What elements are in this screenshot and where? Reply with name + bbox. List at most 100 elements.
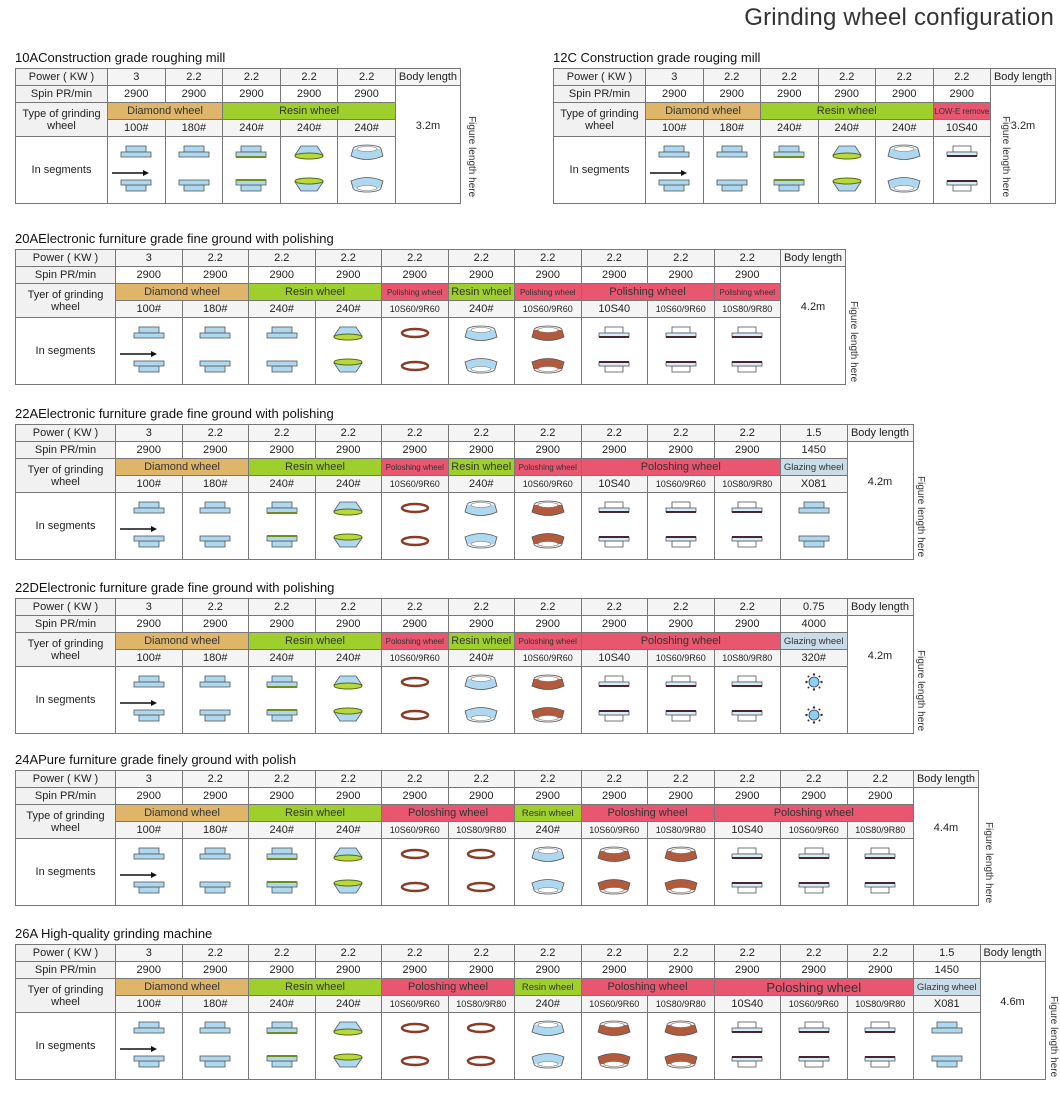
power-value: 2.2 — [248, 598, 316, 616]
polish-flat-wheel-icon — [729, 845, 765, 866]
polish-flat-wheel-icon — [729, 357, 765, 378]
cone-wheel-icon — [330, 357, 366, 378]
segment-cell — [314, 317, 382, 385]
segment-cell — [314, 492, 382, 560]
spin-value: 2900 — [713, 961, 781, 979]
segments-label: In segments — [15, 838, 116, 906]
power-value: 2.2 — [580, 770, 648, 788]
body-length-header: Body length — [780, 249, 846, 267]
polish-flat-wheel-icon — [663, 357, 699, 378]
section-title: 22DElectronic furniture grade fine groun… — [15, 580, 335, 595]
grit-value: 240# — [337, 119, 396, 137]
grit-value: 100# — [115, 821, 183, 839]
brown-cup-wheel-icon — [596, 845, 632, 866]
segment-cell — [713, 666, 781, 734]
cup-wheel-icon — [349, 176, 385, 197]
power-value: 2.2 — [713, 598, 781, 616]
wheel-group-resin: Resin wheel — [248, 283, 382, 301]
grit-row: 100# 180# 240# 240# 10S60/9R60 10S80/9R80 240#… — [16, 821, 979, 839]
wheel-type-label: Type of grinding wheel — [15, 102, 108, 137]
segment-cell — [248, 838, 316, 906]
power-value: 3 — [645, 68, 704, 86]
polish-flat-wheel-icon — [862, 845, 898, 866]
wheel-type-row: Type of grinding wheel Diamond wheel Resin… — [15, 102, 461, 137]
flat-wheel-icon — [929, 1052, 965, 1073]
spin-value: 2900 — [846, 961, 914, 979]
power-value: 3 — [115, 944, 183, 962]
arrow-right-icon — [118, 1043, 158, 1055]
polish-flat-wheel-icon — [663, 673, 699, 694]
polish-flat-wheel-icon — [862, 1019, 898, 1040]
brown-cup-wheel-icon — [663, 845, 699, 866]
power-value: 2.2 — [713, 770, 781, 788]
wheel-group-polishing: Poloshing wheel — [580, 458, 781, 476]
segment-cell — [932, 136, 991, 204]
section-title: 26A High-quality grinding machine — [15, 926, 213, 941]
polish-flat-wheel-icon — [944, 176, 980, 197]
spin-value: 2900 — [713, 441, 781, 459]
segment-cell — [248, 317, 316, 385]
power-value: 2.2 — [381, 770, 449, 788]
polish-flat-wheel-icon — [596, 499, 632, 520]
segment-cell — [115, 1012, 183, 1080]
grit-value: 10S80/9R80 — [846, 995, 914, 1013]
cone-wheel-icon — [829, 143, 865, 164]
power-value: 2.2 — [817, 68, 876, 86]
cup-wheel-icon — [463, 532, 499, 553]
segment-cell — [647, 1012, 715, 1080]
grit-value: 240# — [514, 821, 582, 839]
segments-row: In segments — [15, 666, 914, 734]
wheel-group-polishing: Poloshing wheel — [514, 458, 582, 476]
wheel-group-glazing: Glazing wheel — [780, 632, 848, 650]
segment-cell — [780, 838, 848, 906]
grit-value: 10S40 — [932, 119, 991, 137]
spin-label: Spin PR/min — [15, 615, 116, 633]
cup-wheel-icon — [463, 357, 499, 378]
cone-wheel-icon — [330, 673, 366, 694]
polish-flat-wheel-icon — [862, 1052, 898, 1073]
flat-wheel-icon — [197, 324, 233, 345]
polish-flat-wheel-icon — [596, 706, 632, 727]
spin-label: Spin PR/min — [553, 85, 646, 103]
wheel-group-polishing: Poloshing wheel — [514, 632, 582, 650]
flat-wheel-icon — [197, 499, 233, 520]
spin-value: 2900 — [447, 266, 515, 284]
spin-value: 2900 — [181, 615, 249, 633]
spin-value: 2900 — [514, 961, 582, 979]
page-title: Grinding wheel configuration — [744, 4, 1054, 31]
flat-wheel-icon — [176, 143, 212, 164]
wheel-type-row: Tyer of grinding wheel Diamond wheel Resin… — [15, 632, 914, 667]
wheel-type-label: Tyer of grinding wheel — [15, 978, 116, 1013]
flat-wheel-icon — [131, 324, 167, 345]
flat-wheel-icon — [118, 143, 154, 164]
segment-cell — [647, 838, 715, 906]
spin-value: 2900 — [447, 961, 515, 979]
cone-wheel-icon — [330, 532, 366, 553]
cup-wheel-icon — [530, 845, 566, 866]
brown-cup-wheel-icon — [530, 706, 566, 727]
flat-wheel-icon — [264, 324, 300, 345]
polish-flat-wheel-icon — [796, 845, 832, 866]
segment-cell — [580, 492, 648, 560]
grit-value: 10S80/9R80 — [713, 649, 781, 667]
arrow-right-icon — [118, 523, 158, 535]
cone-wheel-icon — [330, 499, 366, 520]
grit-value: X081 — [913, 995, 981, 1013]
spin-value: 2900 — [248, 961, 316, 979]
segment-cell — [314, 1012, 382, 1080]
wheel-group-diamond: Diamond wheel — [115, 632, 249, 650]
spin-value: 2900 — [314, 441, 382, 459]
polish-flat-wheel-icon — [596, 357, 632, 378]
body-length-header: Body length — [979, 944, 1046, 962]
wheel-group-diamond: Diamond wheel — [115, 458, 249, 476]
grit-row: 100# 180# 240# 240# 10S60/9R60 10S80/9R80 240#… — [16, 995, 1046, 1013]
figure-length-note: Figure length here — [1048, 996, 1059, 1078]
brown-ring-wheel-icon — [397, 1052, 433, 1073]
grit-value: 10S60/9R60 — [381, 995, 449, 1013]
spin-value: 2900 — [381, 615, 449, 633]
grit-value: 10S60/9R60 — [647, 300, 715, 318]
segment-cell — [780, 492, 848, 560]
spin-value: 2900 — [248, 441, 316, 459]
flat-wheel-icon — [176, 176, 212, 197]
